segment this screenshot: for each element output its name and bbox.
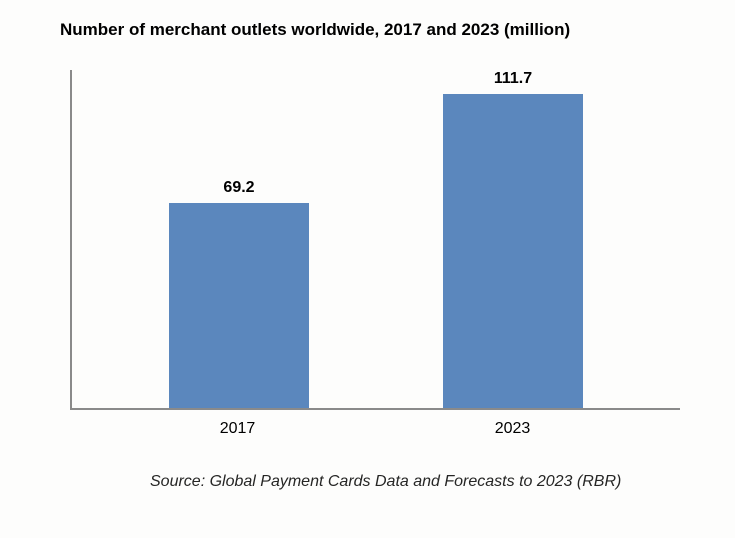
x-label-1: 2023 — [443, 420, 583, 438]
bar-0 — [169, 203, 309, 408]
source-text: Source: Global Payment Cards Data and Fo… — [150, 473, 680, 491]
bar-1 — [443, 94, 583, 408]
bar-value-1: 111.7 — [494, 70, 532, 88]
bar-value-0: 69.2 — [223, 179, 254, 197]
plot-area: 69.2 111.7 — [70, 70, 680, 410]
chart-title: Number of merchant outlets worldwide, 20… — [60, 20, 680, 40]
bar-group-0: 69.2 — [169, 70, 309, 408]
chart-container: Number of merchant outlets worldwide, 20… — [60, 20, 680, 491]
x-label-0: 2017 — [168, 420, 308, 438]
bar-group-1: 111.7 — [443, 70, 583, 408]
bars-row: 69.2 111.7 — [72, 70, 680, 408]
x-axis-labels: 2017 2023 — [70, 420, 680, 438]
